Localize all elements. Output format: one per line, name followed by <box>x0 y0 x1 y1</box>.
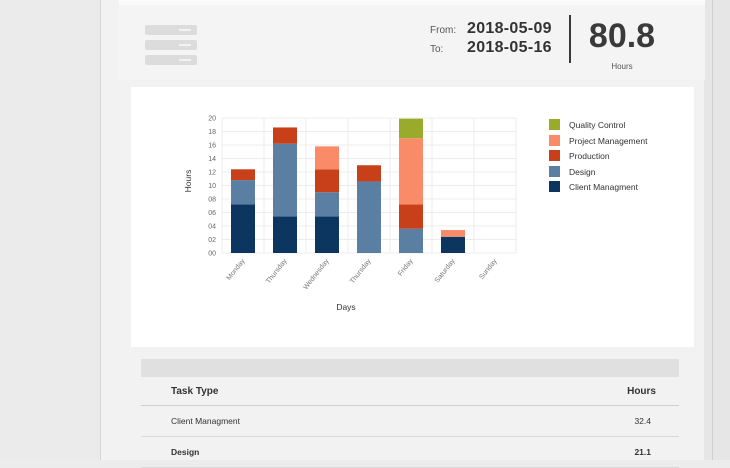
y-tick-label: 00 <box>208 251 216 258</box>
x-tick-label: Sunday <box>478 258 498 281</box>
to-date: 2018-05-16 <box>467 39 552 56</box>
legend-swatch <box>549 119 560 130</box>
legend-swatch <box>549 134 560 146</box>
legend-swatch <box>549 150 560 161</box>
task-table: Task Type Hours Client Managment 32.4 Desi… <box>141 359 679 468</box>
to-row: To: 2018-05-16 <box>430 39 560 58</box>
from-date: 2018-05-09 <box>467 20 552 37</box>
y-tick-label: 14 <box>208 156 216 163</box>
task-type-cell: Design <box>171 447 200 457</box>
bar-segment <box>231 169 255 181</box>
stacked-bar-chart: 00 02 04 06 08 10 12 14 16 18 20 Monday Thursday Wedn… <box>183 116 517 312</box>
scrollbar-track <box>712 0 713 460</box>
left-margin-panel <box>0 0 101 460</box>
task-type-cell: Client Managment <box>171 416 240 426</box>
table-top-band <box>141 359 679 377</box>
chart-card: 00 02 04 06 08 10 12 14 16 18 20 Monday Thursday Wedn… <box>131 87 694 347</box>
table-row: Design 21.1 <box>141 437 679 468</box>
legend-label: Design <box>569 166 596 177</box>
y-tick-label: 02 <box>208 237 216 244</box>
table-body: Client Managment 32.4 Design 21.1 <box>141 406 679 468</box>
legend-swatch <box>549 165 560 177</box>
x-tick-label: Thursday <box>265 258 289 286</box>
bar-segment <box>357 181 381 253</box>
bar-segment <box>399 138 423 205</box>
y-tick-label: 04 <box>208 224 216 231</box>
bar-segment <box>315 169 339 193</box>
total-hours-unit: Hours <box>611 62 633 71</box>
legend-label: Quality Control <box>569 120 626 130</box>
to-label: To: <box>430 44 444 55</box>
x-axis-title: Days <box>336 302 355 312</box>
y-axis-title: Hours <box>183 170 193 193</box>
report-header <box>119 5 705 80</box>
x-tick-label: Thursday <box>349 258 373 286</box>
from-row: From: 2018-05-09 <box>430 20 560 39</box>
y-tick-label: 06 <box>208 210 216 217</box>
date-range: From: 2018-05-09 To: 2018-05-16 <box>430 20 560 58</box>
table-header: Task Type Hours <box>141 377 679 406</box>
total-hours: 80.8 <box>588 17 656 55</box>
y-tick-label: 10 <box>208 183 216 190</box>
legend-label: Production <box>569 151 610 161</box>
bar-segment <box>399 118 423 139</box>
bar-segment <box>399 228 423 253</box>
bar-segment <box>399 204 423 229</box>
bar-segment <box>273 216 297 253</box>
header-divider <box>569 15 571 63</box>
bar-segment <box>357 165 381 182</box>
col-header-task-type: Task Type <box>171 386 219 397</box>
server-stack-icon <box>145 25 197 65</box>
y-tick-label: 16 <box>208 143 216 150</box>
bar-segment <box>273 127 297 144</box>
legend-label: Project Management <box>569 135 648 146</box>
bar-segment <box>441 230 465 237</box>
x-tick-label: Saturday <box>434 258 457 285</box>
x-tick-label: Wednesday <box>302 258 331 292</box>
legend-swatch <box>549 181 560 192</box>
y-tick-label: 08 <box>208 197 216 204</box>
bar-segment <box>273 143 297 217</box>
hours-cell: 32.4 <box>634 416 651 426</box>
bar-segment <box>231 204 255 253</box>
bar-segment <box>441 236 465 253</box>
y-tick-label: 18 <box>208 129 216 136</box>
hours-cell: 21.1 <box>634 447 651 457</box>
from-label: From: <box>430 25 457 36</box>
col-header-hours: Hours <box>627 386 656 397</box>
x-tick-label: Monday <box>226 258 247 282</box>
right-scrollbar[interactable] <box>703 0 730 460</box>
bar-segment <box>315 216 339 253</box>
y-tick-label: 12 <box>208 170 216 177</box>
bar-segment <box>315 146 339 170</box>
legend-label: Client Managment <box>569 182 638 192</box>
bar-segment <box>231 180 255 205</box>
y-tick-label: 20 <box>208 116 216 123</box>
x-tick-label: Friday <box>397 258 415 278</box>
bar-segment <box>315 192 339 217</box>
table-row: Client Managment 32.4 <box>141 406 679 437</box>
